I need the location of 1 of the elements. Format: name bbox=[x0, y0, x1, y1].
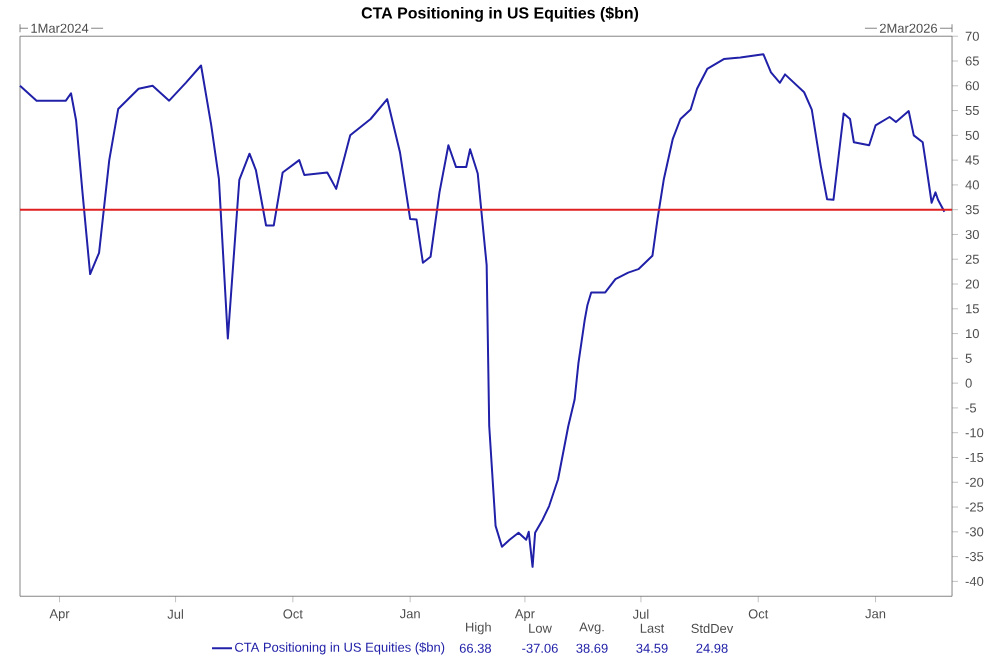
line-series bbox=[19, 53, 946, 568]
